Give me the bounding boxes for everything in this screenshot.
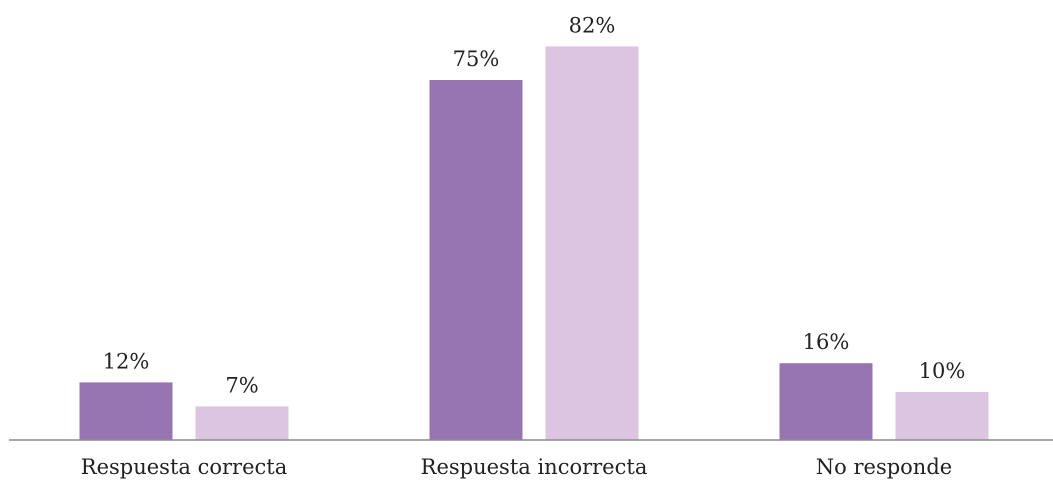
- bar-value-label-2-1: 7%: [225, 373, 258, 397]
- bar-value-label-2-3: 10%: [919, 359, 966, 383]
- bar-value-label-1-1: 12%: [103, 349, 150, 373]
- bar-1-3: [779, 363, 873, 440]
- category-label-2: Respuesta incorrecta: [421, 455, 648, 479]
- bar-2-2: [545, 46, 639, 441]
- category-label-3: No responde: [816, 455, 952, 479]
- bar-value-label-1-2: 75%: [453, 47, 500, 71]
- bar-value-label-1-3: 16%: [803, 330, 850, 354]
- bars-group: [79, 46, 989, 441]
- bar-1-2: [429, 80, 523, 440]
- category-label-1: Respuesta correcta: [81, 455, 287, 479]
- bar-2-1: [195, 406, 289, 440]
- category-labels: Respuesta correcta Respuesta incorrecta No…: [81, 455, 952, 479]
- bar-value-labels: 12% 7% 75% 82% 16% 10%: [103, 13, 966, 397]
- bar-1-1: [79, 382, 173, 440]
- bar-value-label-2-2: 82%: [569, 13, 616, 37]
- bar-2-3: [895, 392, 989, 440]
